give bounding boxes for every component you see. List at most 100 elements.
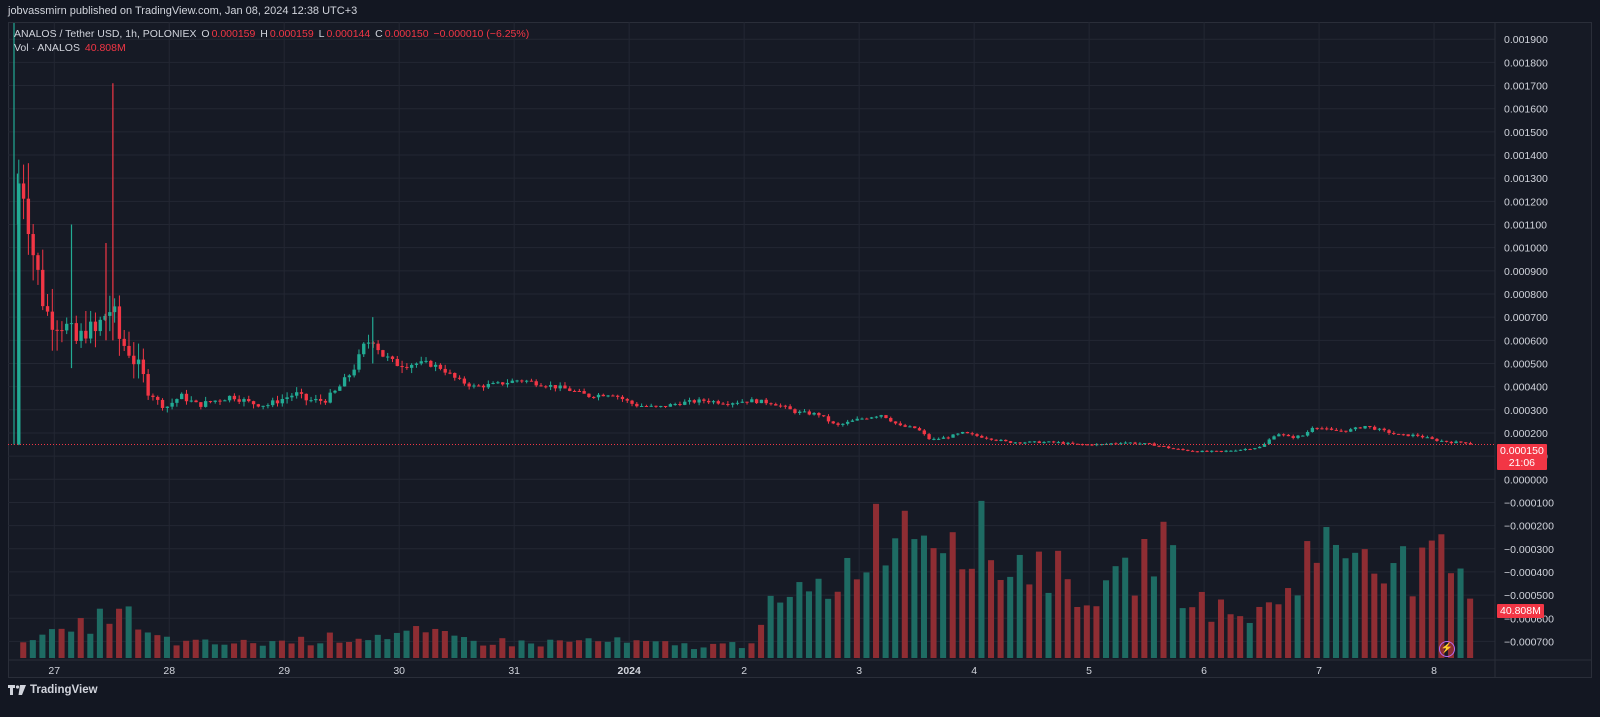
candle-body [1219,450,1224,452]
candle-body [1358,427,1362,429]
candle-body [290,395,294,398]
candle-body [21,183,26,199]
time-tick-label: 2 [741,665,747,677]
candle-body [1109,443,1113,445]
candlestick-chart[interactable]: 0.001900 0.001800 0.001700 0.001600 0.001500… [8,22,1592,678]
candle-body [850,420,855,422]
volume-bar [1342,558,1349,658]
candle-body [946,437,950,439]
candle-body [716,401,720,404]
candle-body [692,400,697,403]
candle-body [1372,426,1377,430]
volume-bar [700,647,707,658]
candle-body [1071,442,1075,444]
volume-bar [834,591,841,658]
candle-body [419,361,423,364]
candle-body [1066,442,1070,444]
legend-row-ohlc: ANALOS / Tether USD, 1h, POLONIEX O 0.000… [14,27,531,41]
candle-body [386,356,390,358]
candle-body [544,386,548,388]
volume-bar [1313,562,1320,658]
volume-bar [374,634,381,658]
price-tick-label: −0.000500 [1504,590,1554,602]
candle-body [606,395,610,397]
volume-bar [211,644,218,658]
candle-body [203,401,208,407]
symbol-label[interactable]: ANALOS / Tether USD, 1h, POLONIEX [14,28,197,40]
candle-body [1435,438,1439,441]
candle-body [156,396,160,400]
candle-body [793,409,797,413]
candle-body [218,400,222,402]
price-tick-label: 0.000700 [1504,312,1548,324]
volume-bar [1265,602,1272,658]
candle-body [1008,441,1013,443]
volume-bar [1179,608,1186,658]
volume-bar [441,631,448,658]
candle-body [980,435,984,438]
candle-body [764,399,768,404]
volume-bar [1083,605,1090,658]
candle-body [841,423,845,425]
volume-value: 40.808M [84,42,126,54]
tradingview-logo[interactable]: TradingView [8,684,98,696]
candle-body [683,401,687,405]
volume-bar [144,632,151,658]
volume-bar [1438,534,1445,658]
volume-bar [508,646,515,658]
candle-body [1056,442,1061,444]
candle-body [625,399,629,401]
volume-bar [451,635,458,658]
candle-body [208,401,213,403]
volume-bar [595,641,602,658]
volume-bar [796,582,803,658]
candle-body [879,415,883,417]
volume-bar [1141,539,1148,658]
candle-body [1243,449,1247,451]
volume-bar [116,608,123,658]
candle-body [362,343,366,355]
volume-bar [1189,607,1196,658]
candle-body [261,405,265,407]
high-value: 0.000159 [269,28,314,40]
time-tick-label: 27 [48,665,60,677]
price-tick-label: 0.001300 [1504,173,1548,185]
volume-bar [1217,599,1225,658]
candle-body [994,439,998,441]
candle-body [36,255,40,270]
candle-body [553,385,558,389]
candle-body [903,425,907,427]
volume-bar [690,649,698,658]
candle-body [496,382,500,384]
time-tick-label: 8 [1431,665,1437,677]
candle-body [1253,448,1257,450]
candle-body [893,421,898,424]
lightning-icon[interactable]: ⚡ [1439,641,1455,657]
candle-body [108,312,112,316]
volume-bar [920,535,927,658]
candle-body [45,306,50,312]
candle-body [750,399,754,403]
volume-bar [729,642,736,658]
price-tick-label: 0.000900 [1504,266,1548,278]
candle-body [654,405,658,407]
candle-body [60,330,64,332]
candle-body [1047,441,1051,443]
candle-body [31,234,35,256]
candle-body [136,359,141,365]
volume-bar [710,643,717,658]
candle-body [477,385,481,387]
candle-body [1286,434,1291,437]
candle-body [1195,451,1200,453]
volume-label[interactable]: Vol · ANALOS [14,42,80,54]
price-tick-label: 0.000400 [1504,382,1548,394]
candle-body [1320,428,1324,430]
candle-body [1133,442,1137,444]
candle-body [93,321,98,332]
candle-body [615,395,620,397]
volume-bar [1093,606,1100,658]
candle-body [299,392,304,394]
volume-bar [873,503,880,658]
change-value: −0.000010 (−6.25%) [433,28,530,40]
volume-bar [1170,545,1177,658]
